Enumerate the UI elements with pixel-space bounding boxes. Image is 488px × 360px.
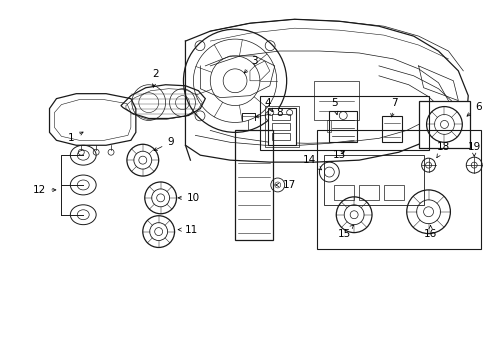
- Text: 1: 1: [68, 132, 83, 143]
- Bar: [235, 130, 272, 239]
- Text: 9: 9: [154, 137, 174, 150]
- Bar: [267, 108, 295, 145]
- Text: 2: 2: [152, 69, 159, 87]
- Bar: [271, 133, 289, 140]
- Text: 18: 18: [436, 142, 449, 158]
- Text: 16: 16: [423, 225, 436, 239]
- Bar: [381, 117, 401, 142]
- Text: 12: 12: [33, 185, 56, 195]
- Bar: [328, 111, 356, 142]
- Bar: [271, 113, 289, 121]
- Bar: [334, 185, 353, 200]
- Bar: [358, 185, 378, 200]
- Bar: [314, 81, 358, 121]
- Text: 7: 7: [390, 98, 397, 117]
- Text: 19: 19: [467, 142, 480, 156]
- Bar: [418, 100, 469, 148]
- Text: 11: 11: [178, 225, 198, 235]
- Text: 8: 8: [255, 108, 283, 118]
- Text: 6: 6: [466, 102, 481, 116]
- Bar: [271, 123, 289, 130]
- Bar: [259, 96, 427, 150]
- Bar: [383, 185, 403, 200]
- Text: 4: 4: [264, 98, 272, 112]
- Text: 17: 17: [275, 180, 296, 190]
- Text: 14: 14: [302, 155, 321, 170]
- Text: 5: 5: [330, 98, 337, 115]
- Text: 10: 10: [178, 193, 200, 203]
- Bar: [326, 121, 331, 132]
- Bar: [324, 155, 423, 205]
- Bar: [264, 105, 298, 147]
- Text: 13: 13: [332, 150, 345, 160]
- Bar: [317, 130, 480, 249]
- Text: 15: 15: [337, 225, 353, 239]
- Text: 3: 3: [244, 56, 258, 73]
